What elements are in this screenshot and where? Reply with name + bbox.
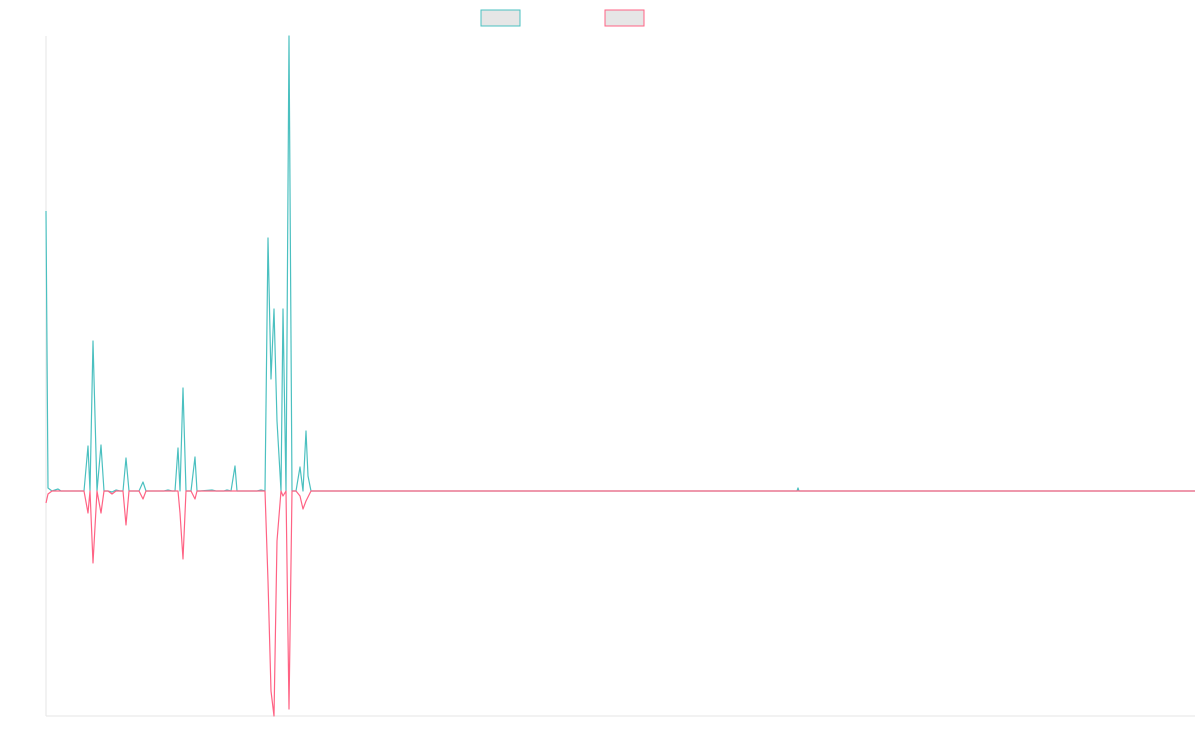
series-line: [45, 35, 1195, 493]
legend-swatch[interactable]: [604, 9, 645, 27]
series-line: [45, 490, 1195, 717]
legend[interactable]: [480, 9, 645, 27]
legend-swatch[interactable]: [480, 9, 521, 27]
